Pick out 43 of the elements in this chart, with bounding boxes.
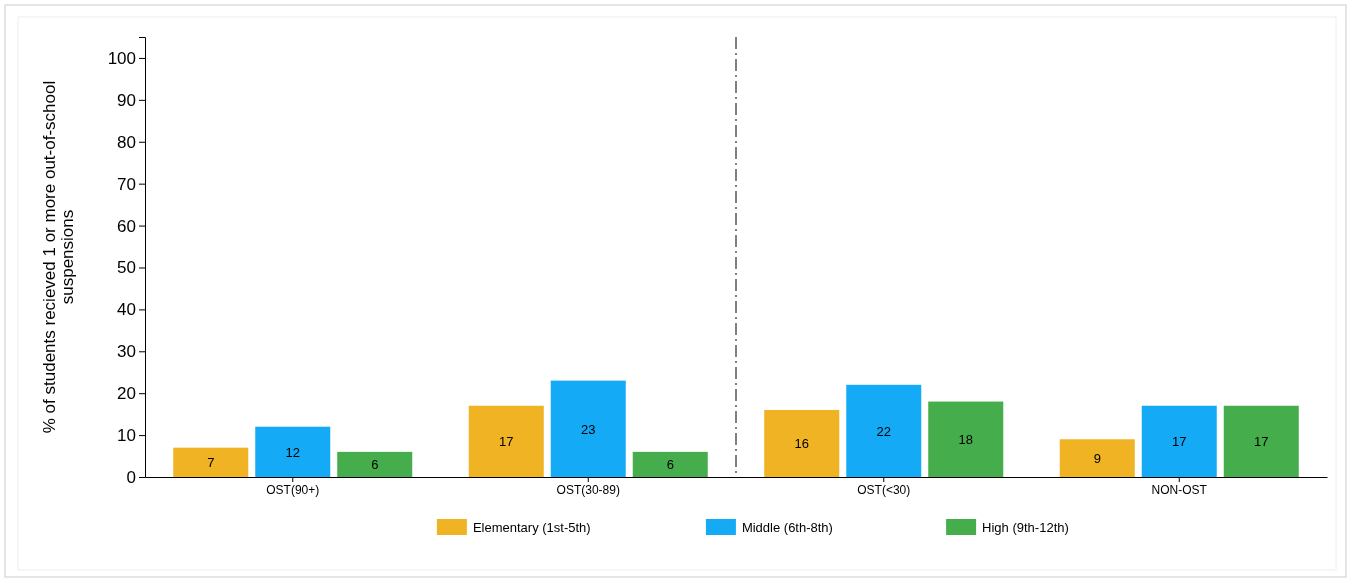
data-label: 22: [876, 423, 891, 439]
data-label: 23: [581, 421, 596, 437]
bar: [337, 451, 413, 477]
y-axis-title: % of students recieved 1 or more out-of-school suspensions: [40, 80, 77, 434]
bar: [550, 380, 626, 477]
legend-label: High (9th-12th): [982, 520, 1069, 535]
data-label: 6: [666, 457, 674, 473]
bar: [846, 384, 922, 477]
x-tick-label: NON-OST: [1151, 482, 1208, 497]
bar: [173, 447, 249, 477]
y-tick-label: 40: [117, 300, 136, 320]
y-tick-label: 90: [117, 90, 136, 110]
data-label: 16: [794, 436, 809, 452]
legend-label: Elementary (1st-5th): [472, 520, 591, 535]
x-tick-label: OST(<30): [857, 482, 911, 497]
bar: [1059, 439, 1135, 477]
bar: [1141, 405, 1217, 477]
data-label: 18: [958, 432, 973, 448]
y-tick-label: 50: [117, 258, 136, 278]
bar: [468, 405, 544, 477]
y-tick-label: 0: [126, 467, 136, 487]
bar: [764, 409, 840, 477]
bar: [928, 401, 1004, 477]
bar: [632, 451, 708, 477]
y-tick-label: 100: [107, 48, 136, 68]
legend-label: Middle (6th-8th): [741, 520, 833, 535]
data-label: 7: [207, 455, 215, 471]
y-tick-label: 80: [117, 132, 136, 152]
data-label: 9: [1093, 451, 1101, 467]
data-label: 17: [1254, 434, 1269, 450]
data-label: 17: [1172, 434, 1187, 450]
bar: [1223, 405, 1299, 477]
data-label: 6: [371, 457, 379, 473]
data-label: 17: [499, 434, 514, 450]
y-tick-label: 60: [117, 216, 136, 236]
x-tick-label: OST(30-89): [556, 482, 620, 497]
y-tick-label: 70: [117, 174, 136, 194]
y-tick-label: 20: [117, 384, 136, 404]
y-tick-label: 10: [117, 426, 136, 446]
data-label: 12: [285, 444, 300, 460]
x-tick-label: OST(90+): [266, 482, 320, 497]
bar: [255, 426, 331, 477]
y-tick-label: 30: [117, 342, 136, 362]
